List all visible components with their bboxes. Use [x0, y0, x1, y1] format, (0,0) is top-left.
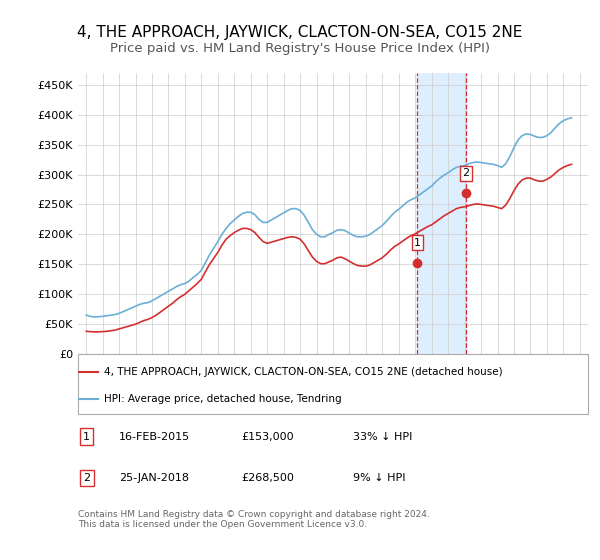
Text: 1: 1	[83, 432, 90, 442]
Text: 16-FEB-2015: 16-FEB-2015	[119, 432, 190, 442]
Text: 9% ↓ HPI: 9% ↓ HPI	[353, 473, 406, 483]
Text: £268,500: £268,500	[241, 473, 294, 483]
Text: £153,000: £153,000	[241, 432, 294, 442]
Text: HPI: Average price, detached house, Tendring: HPI: Average price, detached house, Tend…	[104, 394, 341, 404]
Text: Price paid vs. HM Land Registry's House Price Index (HPI): Price paid vs. HM Land Registry's House …	[110, 42, 490, 55]
Text: Contains HM Land Registry data © Crown copyright and database right 2024.
This d: Contains HM Land Registry data © Crown c…	[78, 510, 430, 529]
Text: 4, THE APPROACH, JAYWICK, CLACTON-ON-SEA, CO15 2NE: 4, THE APPROACH, JAYWICK, CLACTON-ON-SEA…	[77, 25, 523, 40]
Text: 4, THE APPROACH, JAYWICK, CLACTON-ON-SEA, CO15 2NE (detached house): 4, THE APPROACH, JAYWICK, CLACTON-ON-SEA…	[104, 367, 502, 377]
Text: 2: 2	[463, 169, 469, 179]
Text: 33% ↓ HPI: 33% ↓ HPI	[353, 432, 413, 442]
Bar	[417, 73, 466, 354]
Text: 2: 2	[83, 473, 90, 483]
FancyBboxPatch shape	[78, 354, 588, 414]
Text: 25-JAN-2018: 25-JAN-2018	[119, 473, 189, 483]
Text: 1: 1	[414, 237, 421, 248]
